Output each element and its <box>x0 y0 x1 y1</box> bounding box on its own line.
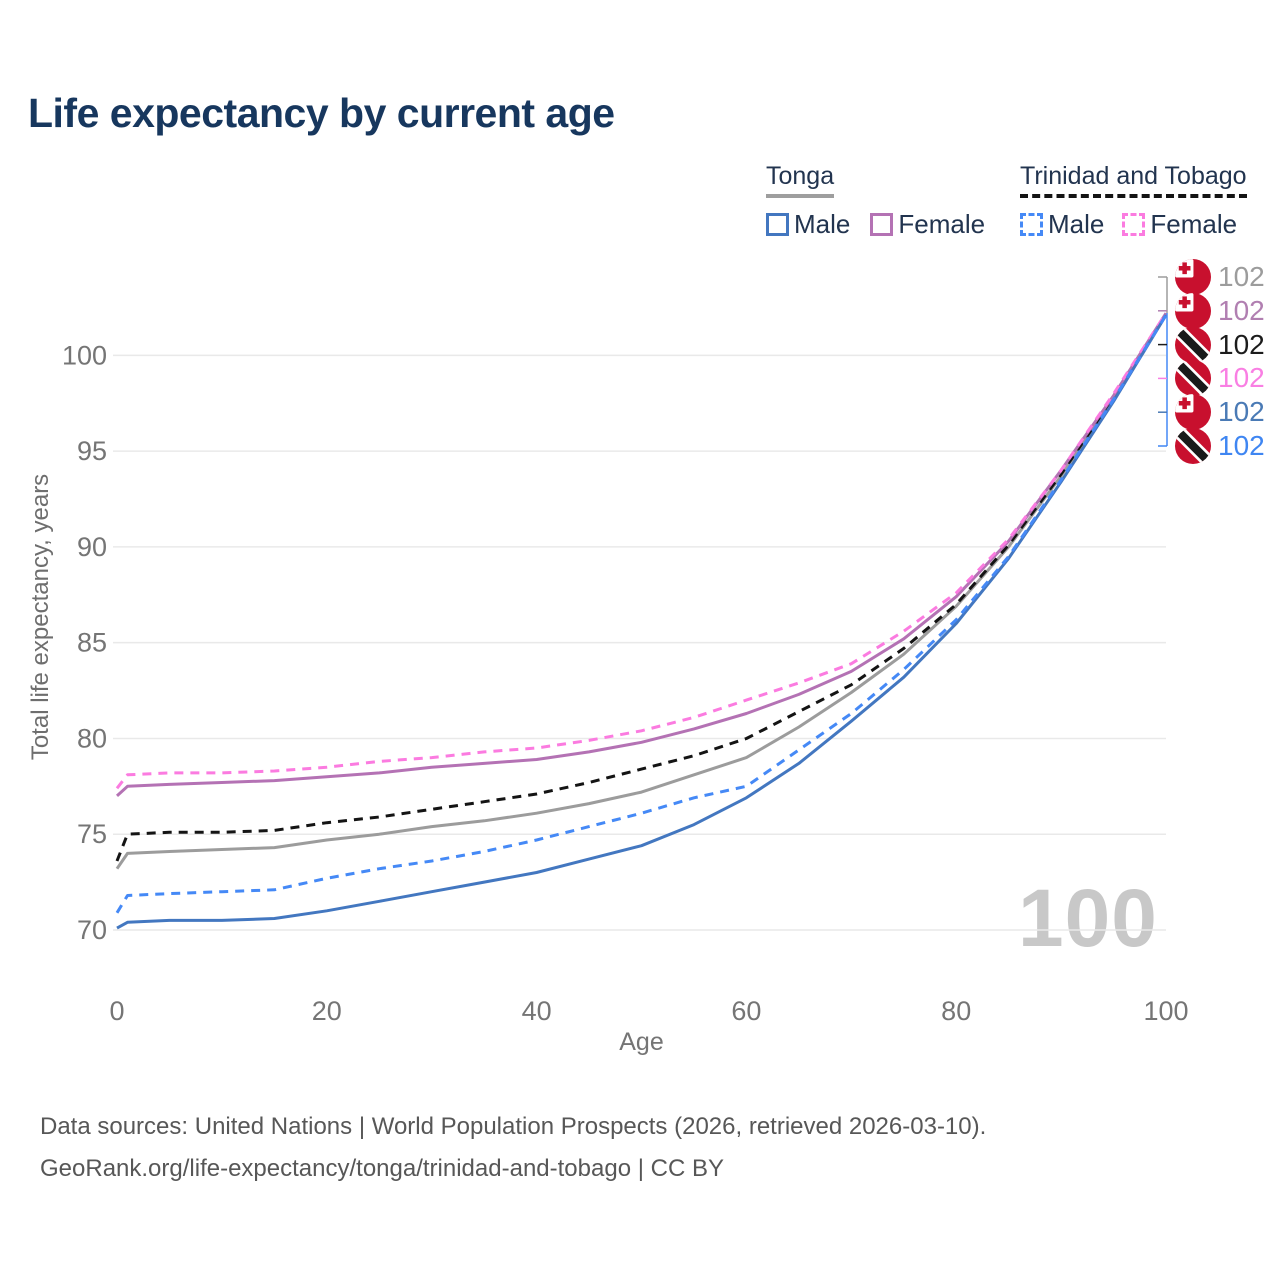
tonga-female-swatch-icon <box>870 213 894 236</box>
page-title: Life expectancy by current age <box>28 90 615 136</box>
series-line-5 <box>115 314 1168 914</box>
legend-tonga-heading: Tonga <box>766 162 835 198</box>
tonga-flag-icon <box>1175 292 1211 329</box>
trinidad-tobago-flag-icon <box>1175 326 1211 363</box>
x-tick-100: 100 <box>1143 996 1188 1026</box>
x-tick-60: 60 <box>731 996 761 1026</box>
x-tick-80: 80 <box>941 996 971 1026</box>
x-tick-0: 0 <box>109 996 124 1026</box>
end-label-row: 102 <box>1175 360 1265 397</box>
legend-label-tt-female: Female <box>1150 209 1238 239</box>
end-label-value: 102 <box>1218 396 1265 428</box>
legend-item-tt-male[interactable]: Male <box>1020 209 1104 240</box>
series-line-1 <box>115 314 1168 862</box>
footer-attribution: GeoRank.org/life-expectancy/tonga/trinid… <box>40 1155 724 1182</box>
series-line-0 <box>115 314 1168 870</box>
end-label-row: 102 <box>1175 326 1265 363</box>
tonga-male-swatch-icon <box>766 213 789 236</box>
legend-item-tonga-male[interactable]: Male <box>766 209 850 240</box>
series-line-3 <box>115 312 1168 790</box>
end-label-value: 102 <box>1218 362 1265 394</box>
tt-female-swatch-icon <box>1122 213 1146 236</box>
series-line-2 <box>115 312 1168 798</box>
tonga-flag-icon <box>1175 394 1211 431</box>
legend-item-tonga-female[interactable]: Female <box>850 209 985 240</box>
y-tick-70: 70 <box>77 915 107 945</box>
legend-tonga: Tonga Male Female <box>766 162 985 240</box>
tt-male-swatch-icon <box>1020 213 1043 236</box>
tonga-flag-icon <box>1175 259 1211 295</box>
legend-label-tonga-female: Female <box>898 209 986 239</box>
y-tick-85: 85 <box>77 628 107 658</box>
end-label-value: 102 <box>1218 261 1265 292</box>
y-axis-label: Total life expectancy, years <box>27 474 54 760</box>
data-source-footer: Data sources: United Nations | World Pop… <box>40 1106 986 1190</box>
end-label-row: 102 <box>1175 428 1265 464</box>
legend-tt-heading: Trinidad and Tobago <box>1020 162 1247 198</box>
x-tick-20: 20 <box>312 996 342 1026</box>
legend-item-tt-female[interactable]: Female <box>1104 209 1237 240</box>
end-label-value: 102 <box>1218 430 1265 461</box>
x-tick-40: 40 <box>522 996 552 1026</box>
end-label-value: 102 <box>1218 328 1265 360</box>
end-label-value: 102 <box>1218 294 1265 326</box>
end-label-row: 102 <box>1175 394 1265 431</box>
legend-trinidad-tobago: Trinidad and Tobago Male Female <box>1020 162 1247 240</box>
legend-label-tonga-male: Male <box>794 209 851 239</box>
y-tick-75: 75 <box>77 819 107 849</box>
y-tick-100: 100 <box>62 340 107 370</box>
footer-sources: Data sources: United Nations | World Pop… <box>40 1113 987 1140</box>
y-tick-90: 90 <box>77 532 107 562</box>
y-tick-80: 80 <box>77 723 107 753</box>
x-axis-label: Age <box>619 1028 663 1056</box>
end-label-row: 102 <box>1175 292 1265 329</box>
trinidad-tobago-flag-icon <box>1175 428 1211 464</box>
age-counter-watermark: 100 <box>1018 873 1158 964</box>
trinidad-tobago-flag-icon <box>1175 360 1211 397</box>
series-line-4 <box>116 314 1168 930</box>
end-label-row: 102 <box>1175 259 1265 295</box>
y-tick-95: 95 <box>77 436 107 466</box>
legend-label-tt-male: Male <box>1048 209 1105 239</box>
